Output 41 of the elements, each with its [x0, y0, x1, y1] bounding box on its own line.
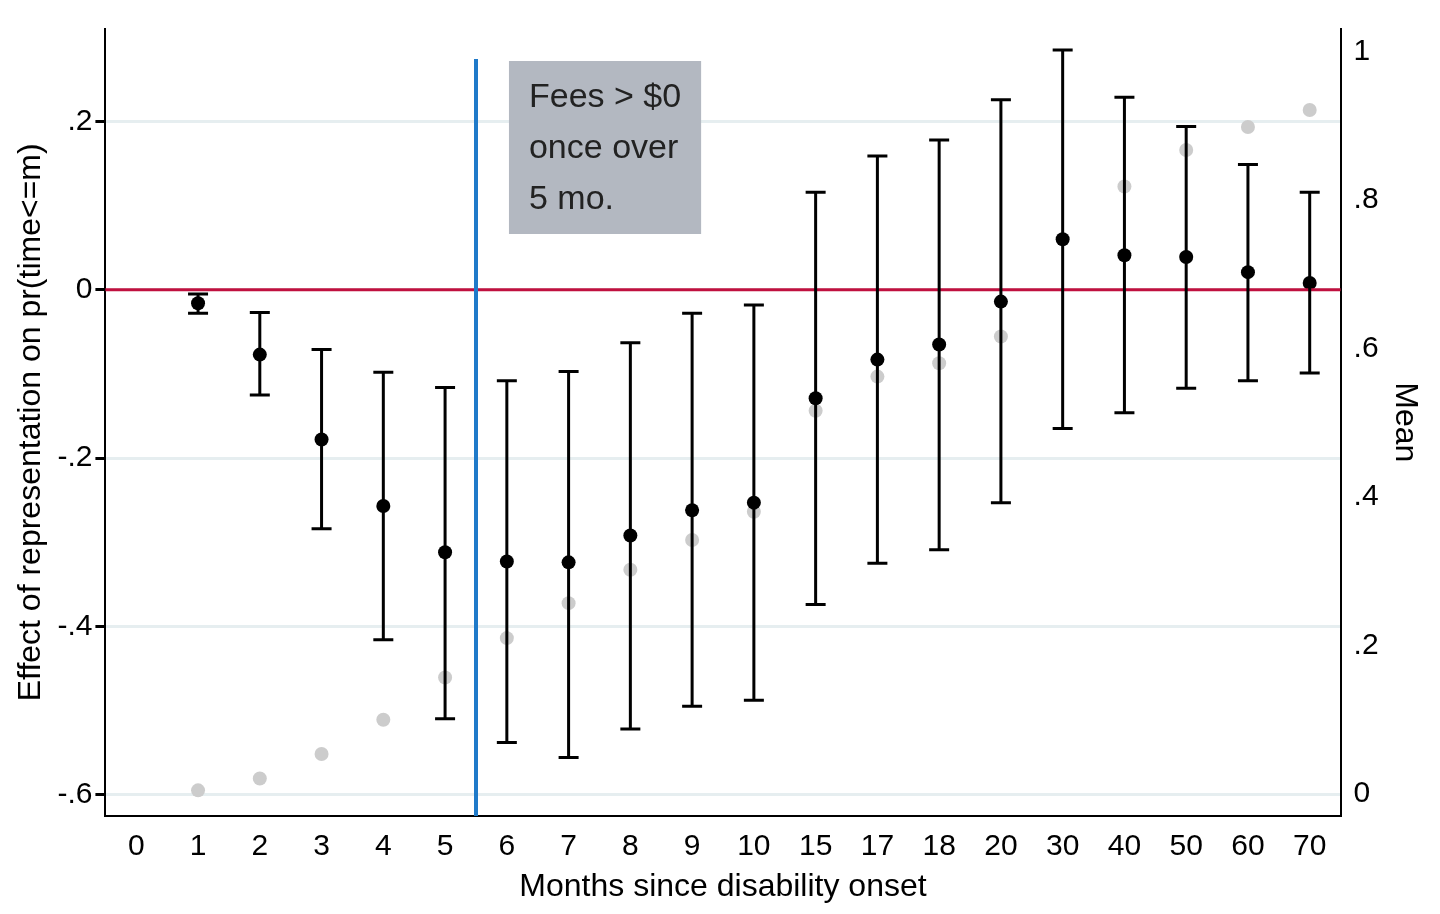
- y2-tick-label: .4: [1353, 478, 1379, 512]
- x-tick-label: 18: [922, 827, 956, 861]
- x-tick-label: 7: [560, 827, 577, 861]
- x-tick-label: 2: [251, 827, 269, 861]
- x-tick-label: 4: [374, 827, 392, 861]
- y2-tick-label: 1: [1353, 32, 1371, 66]
- x-tick-label: 30: [1045, 827, 1080, 861]
- annotation: Fees > $0 once over 5 mo.: [528, 76, 682, 217]
- point: [376, 712, 391, 727]
- x-tick-label: 70: [1293, 827, 1327, 861]
- point: [1240, 120, 1255, 135]
- x-tick-label: 0: [127, 827, 145, 861]
- x-tick-label: 17: [860, 827, 895, 861]
- y2-tick-label: .8: [1353, 181, 1379, 215]
- x-tick-label: 20: [984, 827, 1018, 861]
- x-tick-label: 3: [313, 827, 330, 861]
- x-axis-title: Months since disability onset: [519, 866, 927, 903]
- y-tick-label: -.2: [57, 439, 93, 473]
- y2-tick-label: .2: [1353, 626, 1379, 660]
- x-tick-label: 1: [189, 827, 207, 861]
- point: [252, 771, 267, 786]
- point: [191, 783, 206, 798]
- y2-tick-label: 0: [1353, 775, 1371, 809]
- y2-axis-title: Mean: [1388, 382, 1425, 463]
- x-tick-label: 60: [1231, 827, 1265, 861]
- point: [314, 746, 329, 761]
- x-tick-label: 6: [498, 827, 516, 861]
- y2-tick-label: .6: [1353, 329, 1379, 363]
- y-axis-title: Effect of representation on pr(time<=m): [11, 143, 48, 702]
- y-tick-label: 0: [75, 271, 93, 305]
- y-tick-label: -.6: [57, 775, 93, 809]
- point: [1302, 102, 1317, 117]
- x-tick-label: 15: [798, 827, 833, 861]
- x-tick-label: 5: [436, 827, 454, 861]
- x-tick-label: 8: [622, 827, 639, 861]
- y-tick-label: .2: [67, 102, 93, 136]
- x-tick-label: 9: [683, 827, 701, 861]
- y-tick-label: -.4: [57, 607, 93, 641]
- x-tick-label: 10: [737, 827, 771, 861]
- x-tick-label: 50: [1169, 827, 1203, 861]
- x-tick-label: 40: [1107, 827, 1142, 861]
